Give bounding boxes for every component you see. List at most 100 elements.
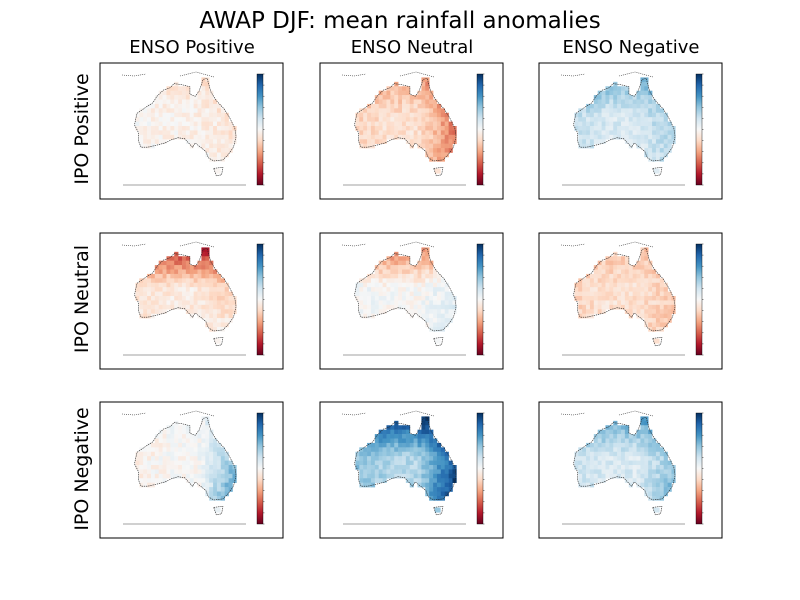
anomaly-cell: [655, 108, 661, 114]
anomaly-cell: [593, 134, 598, 140]
anomaly-cell: [417, 130, 422, 136]
anomaly-cell: [417, 139, 422, 144]
anomaly-cell: [409, 313, 414, 319]
anomaly-cell: [617, 117, 622, 122]
anomaly-cell: [429, 438, 434, 444]
anomaly-cell: [421, 269, 426, 275]
anomaly-cell: [205, 251, 210, 257]
anomaly-cell: [405, 300, 411, 306]
anomaly-cell: [586, 139, 591, 144]
anomaly-cell: [436, 117, 442, 122]
anomaly-cell: [621, 117, 626, 122]
anomaly-cell: [382, 287, 387, 292]
anomaly-cell: [628, 296, 633, 301]
anomaly-cell: [158, 112, 163, 118]
anomaly-cell: [170, 90, 175, 96]
anomaly-cell: [636, 99, 641, 105]
anomaly-cell: [624, 291, 630, 297]
anomaly-cell: [648, 143, 653, 149]
anomaly-cell: [601, 117, 606, 122]
anomaly-cell: [609, 282, 614, 288]
anomaly-cell: [185, 460, 191, 466]
anomaly-cell: [228, 487, 233, 492]
anomaly-cell: [663, 300, 668, 306]
anomaly-cell: [147, 103, 152, 109]
anomaly-cell: [589, 291, 595, 297]
anomaly-cell: [359, 139, 364, 144]
anomaly-cell: [601, 130, 606, 136]
anomaly-cell: [621, 447, 626, 453]
anomaly-cell: [640, 460, 645, 466]
anomaly-cell: [402, 460, 407, 466]
anomaly-cell: [648, 99, 653, 105]
anomaly-cell: [578, 291, 583, 297]
anomaly-cell: [216, 291, 222, 297]
anomaly-cell: [448, 465, 453, 470]
anomaly-cell: [429, 99, 434, 105]
anomaly-cell: [652, 300, 657, 306]
anomaly-cell: [601, 282, 606, 288]
anomaly-cell: [452, 469, 457, 475]
anomaly-cell: [382, 139, 387, 144]
anomaly-cell: [370, 296, 376, 301]
anomaly-cell: [436, 152, 442, 158]
anomaly-cell: [216, 278, 222, 284]
anomaly-cell: [425, 99, 430, 105]
anomaly-cell: [609, 465, 614, 470]
anomaly-cell: [636, 278, 641, 284]
anomaly-cell: [593, 478, 598, 483]
anomaly-cell: [601, 103, 606, 109]
anomaly-cell: [189, 482, 194, 488]
anomaly-cell: [655, 442, 661, 448]
anomaly-cell: [417, 456, 422, 461]
anomaly-cell: [193, 442, 198, 448]
anomaly-cell: [648, 282, 653, 288]
anomaly-cell: [205, 322, 210, 328]
anomaly-cell: [201, 90, 206, 96]
anomaly-cell: [621, 90, 626, 96]
anomaly-cell: [158, 456, 163, 461]
anomaly-cell: [154, 117, 159, 122]
anomaly-cell: [394, 269, 399, 275]
anomaly-cell: [597, 473, 602, 479]
anomaly-cell: [589, 304, 595, 310]
anomaly-cell: [209, 465, 214, 470]
anomaly-cell: [205, 256, 210, 261]
anomaly-cell: [417, 95, 422, 100]
anomaly-cell: [162, 117, 167, 122]
anomaly-cell: [417, 447, 422, 453]
anomaly-cell: [648, 473, 653, 479]
anomaly-cell: [601, 469, 606, 475]
anomaly-cell: [220, 318, 225, 323]
anomaly-cell: [147, 108, 152, 114]
anomaly-cell: [405, 438, 411, 444]
anomaly-cell: [574, 460, 579, 466]
anomaly-cell: [663, 487, 668, 492]
anomaly-cell: [363, 447, 368, 453]
anomaly-cell: [402, 260, 407, 266]
anomaly-cell: [185, 309, 191, 314]
australia-coastline: [354, 77, 457, 162]
anomaly-cell: [205, 130, 210, 136]
tasmania-coastline: [213, 166, 224, 177]
anomaly-cell: [621, 269, 626, 275]
anomaly-cell: [640, 117, 645, 122]
anomaly-cell: [632, 278, 637, 284]
anomaly-cell: [370, 451, 376, 457]
anomaly-cell: [402, 447, 407, 453]
anomaly-cell: [216, 304, 222, 310]
anomaly-cell: [440, 487, 445, 492]
anomaly-cell: [589, 117, 595, 122]
anomaly-cell: [402, 121, 407, 127]
anomaly-cell: [613, 269, 618, 275]
anomaly-cell: [659, 148, 664, 153]
anomaly-cell: [609, 304, 614, 310]
anomaly-cell: [193, 112, 198, 118]
anomaly-cell: [644, 95, 649, 100]
anomaly-cell: [582, 130, 587, 136]
anomaly-cell: [593, 451, 598, 457]
anomaly-cell: [154, 265, 159, 270]
anomaly-cell: [609, 291, 614, 297]
anomaly-cell: [597, 442, 602, 448]
anomaly-cell: [413, 434, 418, 439]
